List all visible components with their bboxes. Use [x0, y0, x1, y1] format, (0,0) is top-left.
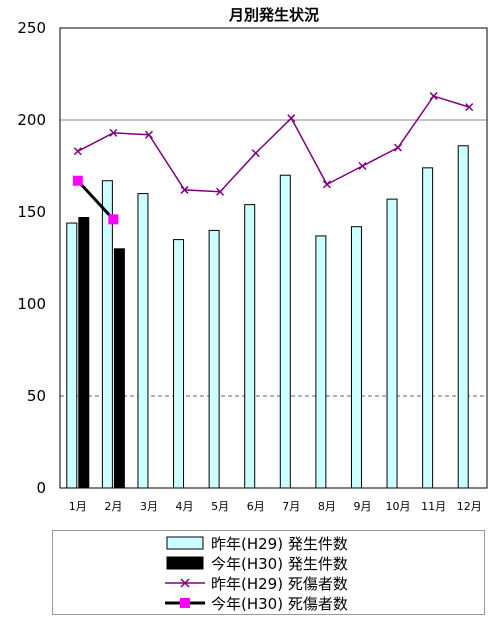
bar-h29-incidents [173, 239, 185, 489]
bar-h29-incidents [101, 180, 113, 489]
legend: 昨年(H29) 発生件数 今年(H30) 発生件数 昨年(H29) 死傷者数 今… [52, 530, 485, 615]
x-tick-label: 9月 [353, 500, 371, 513]
point-h29-casualties [73, 147, 82, 156]
legend-swatch-black-line [165, 598, 205, 608]
point-h29-casualties [465, 103, 474, 112]
bar-h29-incidents [386, 198, 398, 489]
bar-h29-incidents [244, 204, 256, 489]
bar-h30-incidents [78, 217, 90, 489]
point-h29-casualties [251, 149, 260, 158]
point-h30-casualties [72, 175, 83, 186]
point-h29-casualties [322, 180, 331, 189]
plot-area [59, 27, 488, 489]
bar-h29-incidents [422, 167, 434, 489]
chart-title: 月別発生状況 [228, 6, 319, 24]
bar-h29-incidents [66, 222, 78, 489]
legend-label: 昨年(H29) 発生件数 [211, 534, 348, 553]
x-tick-label: 8月 [318, 500, 336, 513]
legend-swatch-light-bar [166, 536, 204, 550]
y-tick-label: 50 [27, 387, 46, 405]
x-tick-label: 3月 [140, 500, 158, 513]
x-tick-label: 5月 [211, 500, 229, 513]
bar-h29-incidents [315, 235, 327, 489]
point-h29-casualties [429, 92, 438, 101]
legend-swatch-black-bar [166, 556, 204, 570]
x-tick-label: 12月 [457, 500, 482, 513]
y-tick-label: 0 [36, 479, 46, 497]
point-h29-casualties [109, 128, 118, 137]
chart: 月別発生状況 0 50 100 150 200 250 1月 2月 3月 4月 5月 6月 7月 8月 9… [17, 6, 488, 513]
point-h29-casualties [144, 130, 153, 139]
point-h29-casualties [216, 187, 225, 196]
lines [72, 92, 474, 225]
point-h29-casualties [358, 161, 367, 171]
gridlines [60, 119, 487, 397]
legend-item-h30-casualties: 今年(H30) 死傷者数 [163, 593, 348, 613]
y-tick-label: 250 [17, 19, 46, 37]
point-h29-casualties [180, 185, 189, 194]
legend-label: 今年(H30) 死傷者数 [211, 594, 348, 613]
point-h30-casualties [108, 214, 119, 225]
legend-item-h29-casualties: 昨年(H29) 死傷者数 [163, 573, 348, 593]
legend-label: 今年(H30) 発生件数 [211, 554, 348, 573]
bars [66, 145, 469, 489]
y-tick-label: 150 [17, 203, 46, 221]
legend-item-h30-incidents: 今年(H30) 発生件数 [163, 553, 348, 573]
x-tick-label: 4月 [176, 500, 194, 513]
bar-h29-incidents [457, 145, 469, 489]
x-axis-ticks: 1月 2月 3月 4月 5月 6月 7月 8月 9月 10月 11月 12月 [69, 500, 482, 513]
legend-item-h29-incidents: 昨年(H29) 発生件数 [163, 533, 348, 553]
x-tick-label: 1月 [69, 500, 87, 513]
y-axis-ticks: 0 50 100 150 200 250 [17, 19, 46, 497]
x-tick-label: 2月 [104, 500, 122, 513]
bar-h29-incidents [208, 229, 220, 489]
y-tick-label: 100 [17, 295, 46, 313]
legend-label: 昨年(H29) 死傷者数 [211, 574, 348, 593]
x-tick-label: 6月 [247, 500, 265, 513]
x-tick-label: 11月 [421, 500, 446, 513]
line-h30-casualties [76, 179, 115, 221]
line-h29-casualties [77, 95, 470, 193]
x-tick-label: 10月 [386, 500, 411, 513]
bar-h29-incidents [279, 174, 291, 489]
bar-h29-incidents [137, 193, 149, 489]
point-h29-casualties [287, 114, 296, 123]
bar-h29-incidents [350, 226, 362, 489]
point-h29-casualties [394, 143, 403, 152]
bar-h30-incidents [113, 248, 125, 489]
y-tick-label: 200 [17, 111, 46, 129]
x-tick-label: 7月 [282, 500, 300, 513]
legend-swatch-purple-line [165, 578, 205, 588]
